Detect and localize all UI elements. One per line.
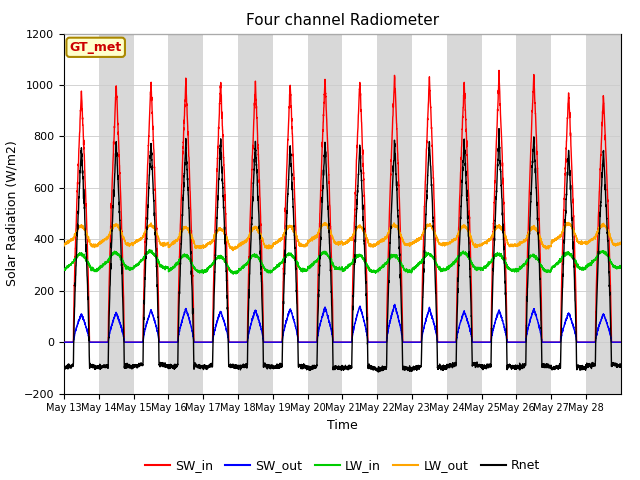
- X-axis label: Time: Time: [327, 419, 358, 432]
- Bar: [516, 34, 551, 394]
- Title: Four channel Radiometer: Four channel Radiometer: [246, 13, 439, 28]
- Bar: [447, 34, 481, 394]
- Bar: [342, 34, 377, 394]
- Bar: [273, 34, 308, 394]
- Text: GT_met: GT_met: [70, 41, 122, 54]
- Bar: [99, 34, 134, 394]
- Bar: [412, 34, 447, 394]
- Bar: [551, 34, 586, 394]
- Bar: [308, 34, 342, 394]
- Bar: [204, 34, 238, 394]
- Bar: [238, 34, 273, 394]
- Bar: [134, 34, 168, 394]
- Bar: [481, 34, 516, 394]
- Bar: [377, 34, 412, 394]
- Legend: SW_in, SW_out, LW_in, LW_out, Rnet: SW_in, SW_out, LW_in, LW_out, Rnet: [140, 455, 545, 477]
- Bar: [168, 34, 204, 394]
- Y-axis label: Solar Radiation (W/m2): Solar Radiation (W/m2): [5, 141, 18, 287]
- Bar: [586, 34, 621, 394]
- Bar: [64, 34, 99, 394]
